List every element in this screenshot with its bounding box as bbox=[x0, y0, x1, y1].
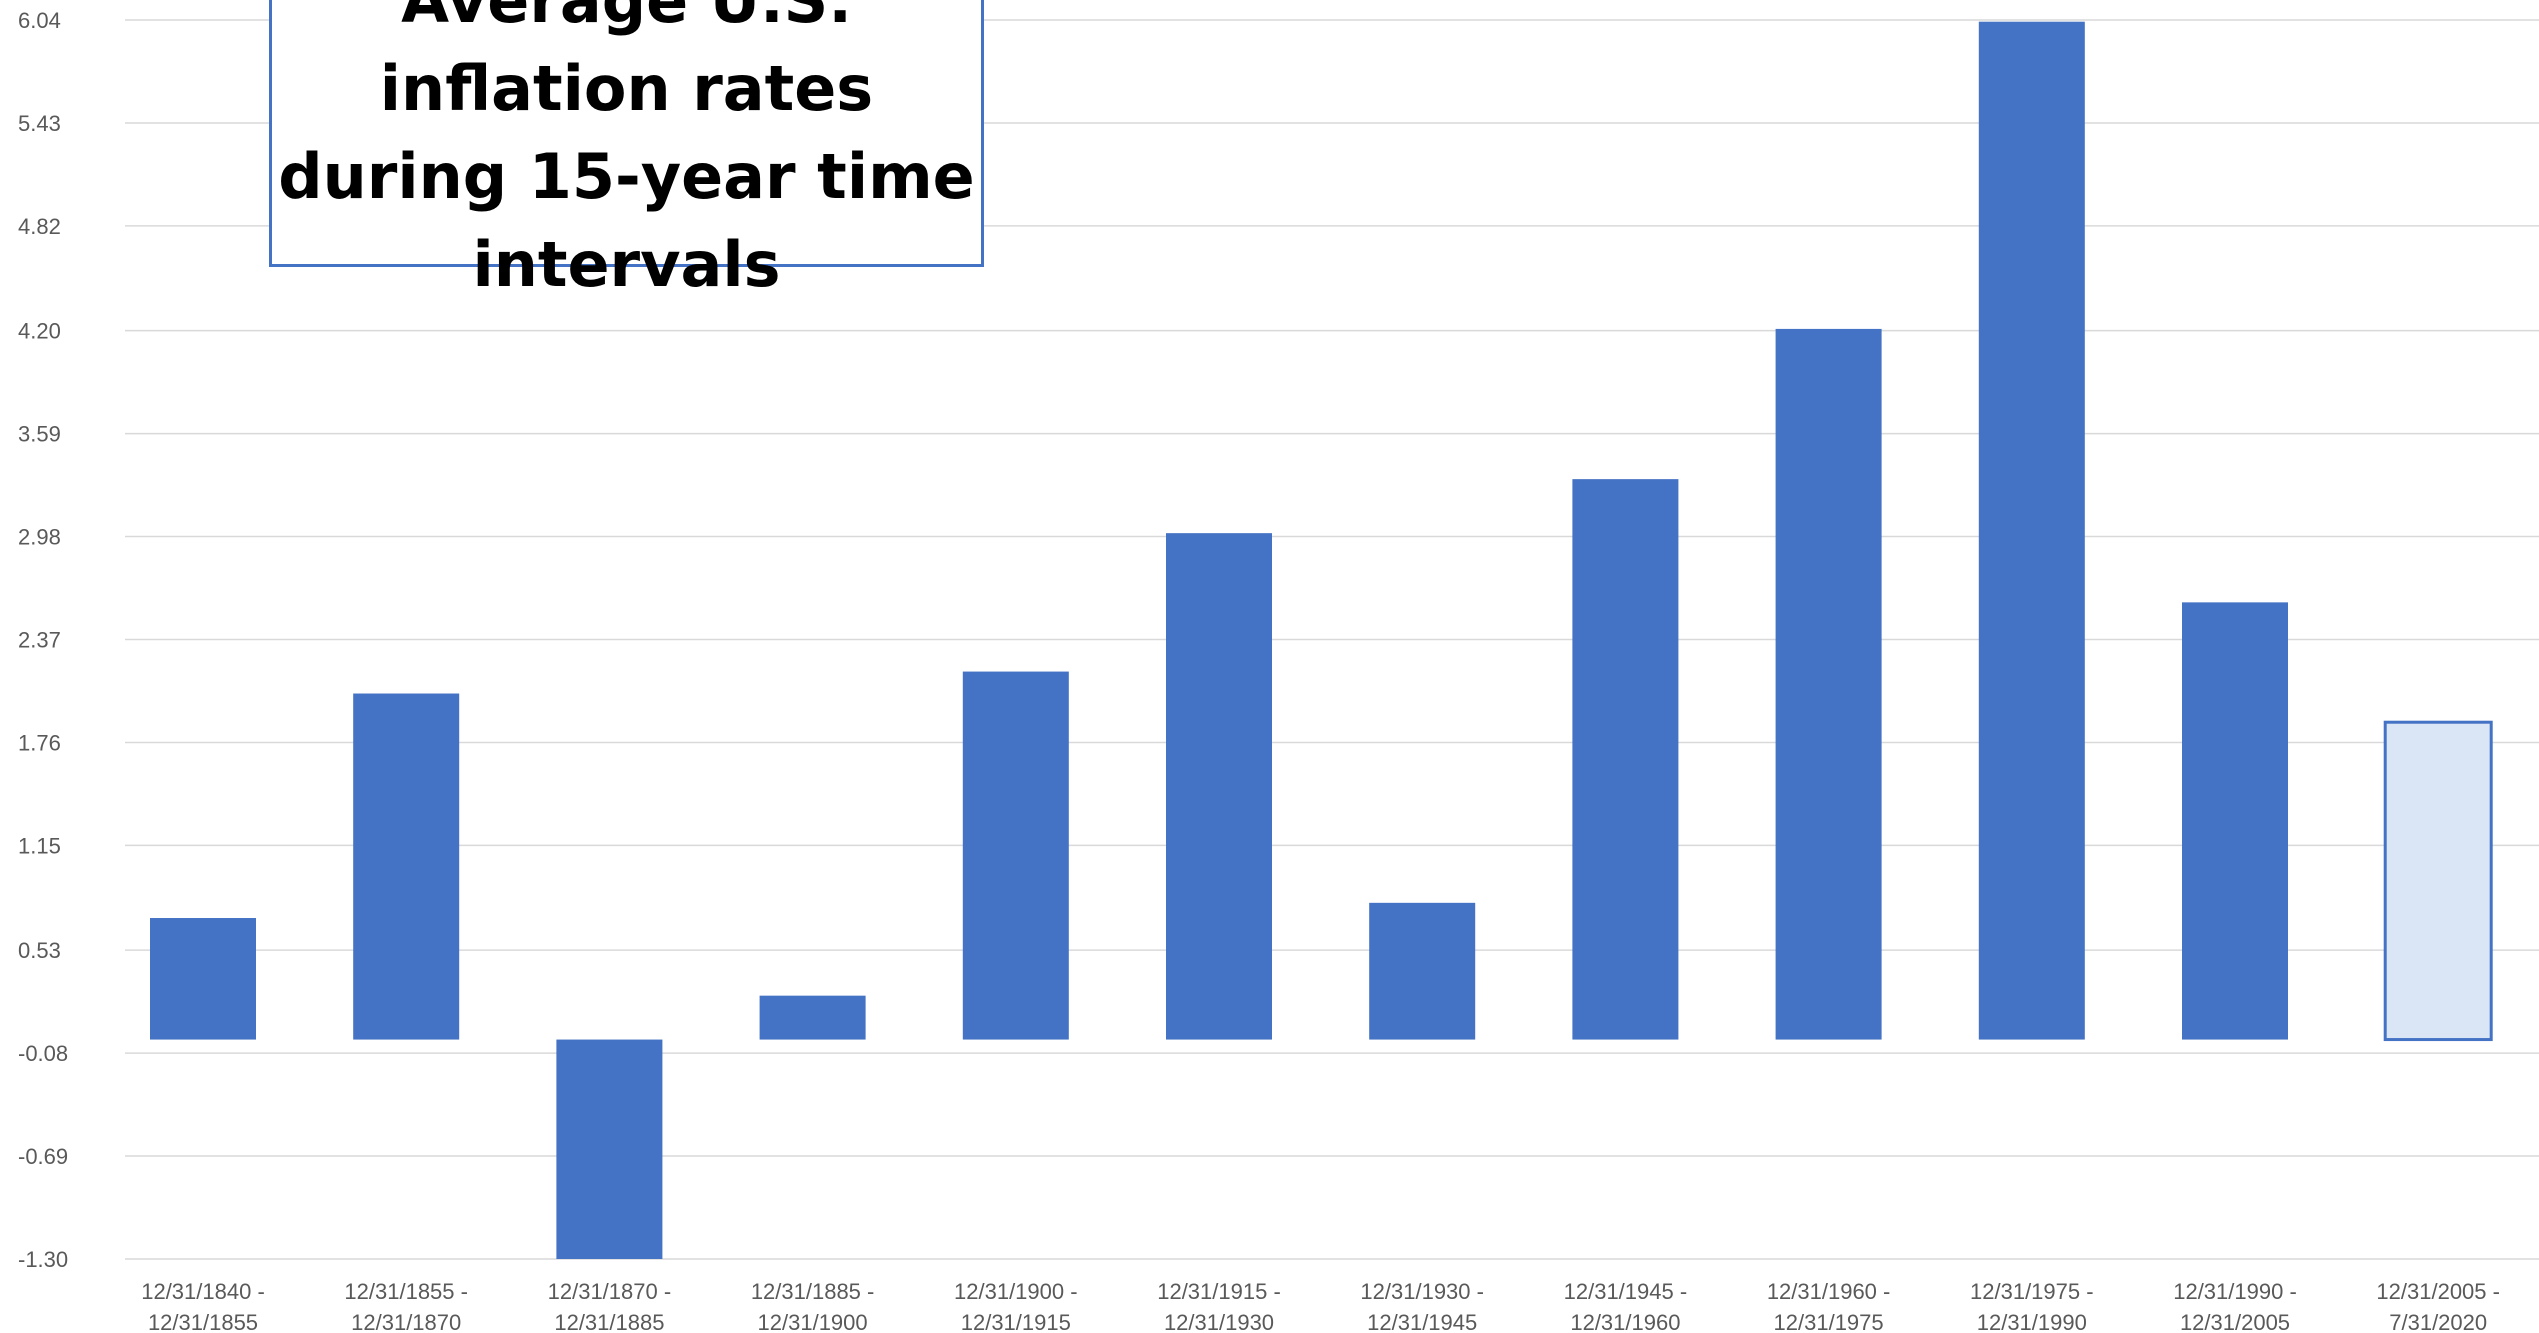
x-category-label: 12/31/1885 -12/31/1900 bbox=[751, 1279, 875, 1333]
bar bbox=[1572, 479, 1679, 1040]
x-category-label: 12/31/1915 -12/31/1930 bbox=[1157, 1279, 1281, 1333]
y-tick-label: 1.76 bbox=[18, 730, 61, 755]
y-tick-label: 4.82 bbox=[18, 214, 61, 239]
x-category-label: 12/31/1855 -12/31/1870 bbox=[344, 1279, 468, 1333]
bars bbox=[150, 21, 2493, 1259]
bar bbox=[150, 918, 256, 1040]
bar bbox=[556, 1039, 663, 1259]
y-tick-label: -0.69 bbox=[18, 1144, 68, 1169]
y-tick-label: -1.30 bbox=[18, 1247, 68, 1272]
y-tick-label: 3.59 bbox=[18, 422, 61, 447]
bar bbox=[1166, 533, 1272, 1040]
x-category-label: 12/31/1870 -12/31/1885 bbox=[548, 1279, 672, 1333]
bar bbox=[962, 671, 1069, 1040]
x-category-label: 12/31/1990 -12/31/2005 bbox=[2173, 1279, 2297, 1333]
y-tick-label: -0.08 bbox=[18, 1041, 68, 1066]
y-tick-label: 0.53 bbox=[18, 938, 61, 963]
bar bbox=[353, 693, 460, 1040]
x-category-label: 12/31/1945 -12/31/1960 bbox=[1564, 1279, 1688, 1333]
y-tick-label: 1.15 bbox=[18, 833, 61, 858]
bar bbox=[1978, 21, 2085, 1040]
bar bbox=[759, 995, 866, 1040]
x-category-label: 12/31/2005 -7/31/2020 bbox=[2376, 1279, 2500, 1333]
y-tick-label: 6.04 bbox=[18, 8, 61, 33]
y-tick-label: 2.98 bbox=[18, 525, 61, 550]
chart-title: Average U.S. inflation rates during 15-y… bbox=[278, 0, 975, 301]
y-tick-label: 5.43 bbox=[18, 111, 61, 136]
y-tick-label: 2.37 bbox=[18, 628, 61, 653]
bar bbox=[2182, 602, 2288, 1040]
x-category-label: 12/31/1975 -12/31/1990 bbox=[1970, 1279, 2094, 1333]
y-tick-label: 4.20 bbox=[18, 319, 61, 344]
chart-title-box: Average U.S. inflation rates during 15-y… bbox=[269, 0, 984, 301]
bar bbox=[1369, 902, 1476, 1040]
x-category-label: 12/31/1960 -12/31/1975 bbox=[1767, 1279, 1891, 1333]
bar bbox=[1775, 328, 1882, 1040]
x-category-label: 12/31/1900 -12/31/1915 bbox=[954, 1279, 1078, 1333]
bar bbox=[2383, 720, 2493, 1042]
y-axis-tick-labels: 6.04 5.43 4.82 4.20 3.59 2.98 2.37 1.76 1.15 0.53… bbox=[18, 8, 68, 1272]
x-category-label: 12/31/1930 -12/31/1945 bbox=[1360, 1279, 1484, 1333]
x-category-label: 12/31/1840 -12/31/1855 bbox=[141, 1279, 265, 1333]
x-axis-category-labels: 12/31/1840 -12/31/1855 12/31/1855 -12/31/… bbox=[141, 1279, 2500, 1333]
